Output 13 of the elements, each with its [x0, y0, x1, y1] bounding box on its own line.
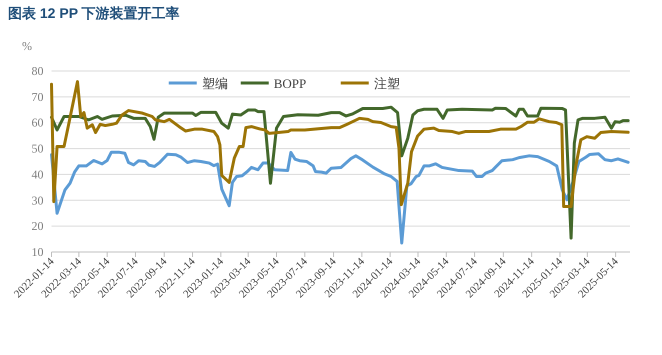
legend-label: 注塑	[374, 76, 400, 91]
chart-title: 图表 12 PP 下游装置开工率	[8, 5, 180, 21]
y-tick-label: 10	[32, 245, 44, 259]
y-tick-label: 70	[32, 90, 44, 104]
legend-label: BOPP	[274, 76, 306, 91]
y-tick-label: 40	[32, 167, 44, 182]
y-tick-label: 30	[32, 193, 44, 208]
y-tick-label: 80	[32, 64, 44, 78]
y-axis-title: %	[22, 39, 32, 53]
y-tick-label: 50	[32, 142, 44, 156]
legend-label: 塑编	[202, 76, 228, 91]
y-tick-label: 20	[32, 219, 44, 234]
y-tick-label: 60	[32, 116, 44, 130]
